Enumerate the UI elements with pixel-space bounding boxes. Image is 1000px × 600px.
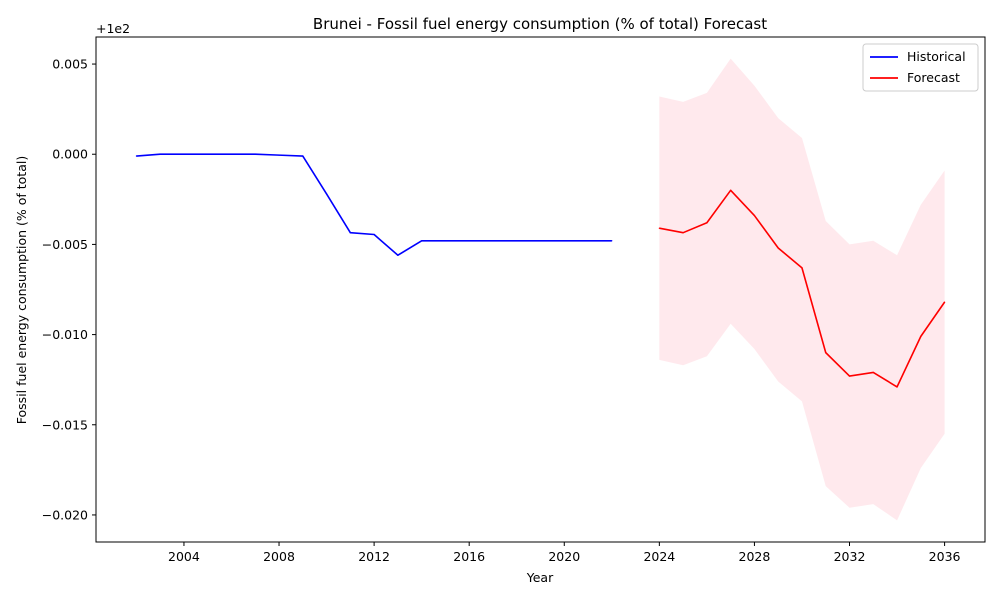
x-axis-title: Year	[526, 570, 554, 585]
forecast-point	[872, 371, 874, 374]
y-axis-title: Fossil fuel energy consumption (% of tot…	[14, 156, 29, 424]
historical-point	[278, 154, 280, 156]
historical-point	[207, 153, 209, 155]
historical-point	[468, 240, 470, 242]
historical-point	[492, 240, 494, 242]
historical-point	[230, 153, 233, 155]
y-tick-label: −0.015	[42, 417, 88, 432]
forecast-point	[753, 214, 756, 217]
forecast-point	[706, 222, 708, 224]
forecast-point	[896, 386, 898, 388]
historical-point	[516, 240, 518, 242]
forecast-point	[658, 227, 660, 229]
historical-point	[373, 233, 375, 236]
forecast-confidence-band	[659, 58, 945, 521]
legend-forecast-label: Forecast	[907, 70, 960, 85]
forecast-point	[777, 247, 779, 249]
historical-point	[563, 240, 565, 242]
y-tick-label: 0.000	[52, 147, 88, 162]
chart-title: Brunei - Fossil fuel energy consumption …	[313, 15, 767, 33]
historical-point	[587, 240, 589, 242]
forecast-point	[682, 232, 684, 234]
historical-point	[611, 240, 613, 242]
confidence-band-layer	[659, 58, 945, 521]
legend-box	[862, 43, 979, 92]
x-tick-label: 2012	[358, 549, 390, 564]
historical-point	[159, 153, 161, 155]
plot-frame	[95, 36, 986, 543]
forecast-point	[920, 335, 922, 337]
historical-point	[183, 153, 185, 155]
x-tick-label: 2024	[643, 549, 675, 564]
forecast-point	[730, 189, 732, 191]
x-tick-label: 2036	[929, 549, 961, 564]
historical-point	[539, 240, 542, 242]
historical-point	[254, 153, 256, 155]
y-tick-label: −0.020	[42, 507, 88, 522]
y-tick-label: −0.005	[42, 237, 88, 252]
historical-point	[397, 254, 399, 256]
y-tick-label: −0.010	[42, 327, 88, 342]
forecast-point	[943, 301, 946, 303]
y-offset-label: +1e2	[96, 21, 130, 36]
legend: Historical Forecast	[862, 43, 979, 92]
historical-point	[421, 240, 423, 242]
forecast-point	[801, 267, 803, 269]
x-tick-label: 2016	[453, 549, 485, 564]
historical-point	[302, 155, 304, 157]
forecast-point	[825, 352, 827, 354]
x-tick-label: 2032	[834, 549, 866, 564]
x-tick-label: 2020	[548, 549, 580, 564]
x-axis: 2004 2008 2012 2016 2020 2024 2028 2032 2036	[168, 542, 961, 564]
y-axis: 0.005 0.000 −0.005 −0.010 −0.015 −0.020	[42, 57, 96, 522]
x-tick-label: 2008	[263, 549, 295, 564]
historical-point	[325, 193, 328, 195]
series-lines-layer	[135, 153, 946, 388]
historical-point	[444, 240, 447, 242]
x-tick-label: 2028	[739, 549, 771, 564]
historical-point	[135, 155, 138, 157]
forecast-point	[848, 375, 851, 377]
legend-historical-label: Historical	[907, 49, 966, 64]
y-tick-label: 0.005	[52, 57, 88, 72]
historical-point	[349, 232, 351, 234]
x-tick-label: 2004	[168, 549, 200, 564]
